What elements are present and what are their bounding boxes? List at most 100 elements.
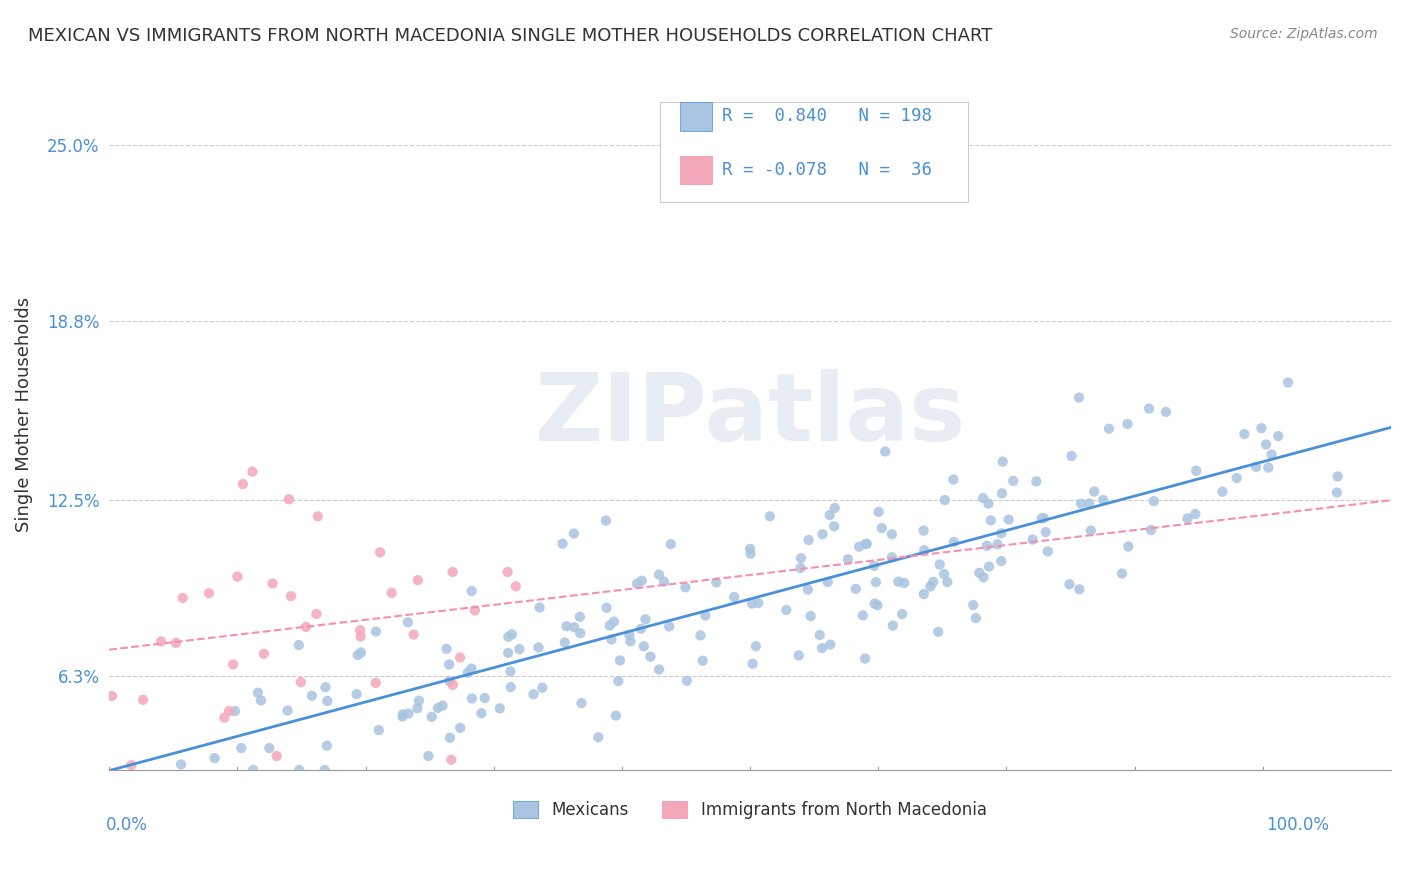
Point [891,607,914,621]
Point [474,691,496,706]
Legend: Mexicans, Immigrants from North Macedonia: Mexicans, Immigrants from North Macedoni… [506,794,994,826]
Point [837,552,859,566]
Point [1031,511,1053,525]
Point [461,691,484,706]
Point [745,639,768,653]
Point [600,632,623,647]
Point [522,687,544,701]
Point [965,611,987,625]
Point [1118,540,1140,554]
Point [741,597,763,611]
Point [460,662,482,676]
Point [599,618,621,632]
Point [659,537,682,551]
Point [527,640,550,655]
Point [1069,582,1091,597]
Point [426,701,449,715]
Point [991,486,1014,500]
Point [692,654,714,668]
Point [165,636,187,650]
Point [740,541,762,556]
Point [204,751,226,765]
Point [402,627,425,641]
Point [406,701,429,715]
Text: Source: ZipAtlas.com: Source: ZipAtlas.com [1230,27,1378,41]
Point [630,622,652,636]
Point [870,521,893,535]
Point [1025,475,1047,489]
Point [368,545,391,559]
Point [464,603,486,617]
Point [276,704,298,718]
Point [346,648,368,662]
Point [631,574,654,588]
Point [1267,429,1289,443]
Point [457,665,479,680]
Point [1098,422,1121,436]
Point [823,519,845,533]
Point [882,618,904,632]
Point [1211,484,1233,499]
Point [250,693,273,707]
Point [420,710,443,724]
Point [1250,421,1272,435]
Point [1021,533,1043,547]
Point [232,477,254,491]
Point [1002,474,1025,488]
Point [315,739,337,753]
Point [990,526,1012,541]
Point [555,619,578,633]
Point [224,704,246,718]
Point [789,561,811,575]
Point [920,579,942,593]
Point [759,509,782,524]
Point [1035,525,1057,540]
Point [1226,471,1249,485]
Point [396,615,419,630]
Point [266,749,288,764]
Point [675,580,697,594]
Point [1036,544,1059,558]
Point [747,596,769,610]
Point [350,630,373,644]
Point [852,608,875,623]
Point [1233,427,1256,442]
Point [499,680,522,694]
Point [214,711,236,725]
Text: R =  0.840   N = 198: R = 0.840 N = 198 [721,107,932,126]
Point [652,574,675,589]
Point [364,676,387,690]
Point [775,603,797,617]
Point [1080,524,1102,538]
Point [811,641,834,656]
Point [529,600,551,615]
Point [689,628,711,642]
Point [976,539,998,553]
Point [418,748,440,763]
Point [987,537,1010,551]
Point [595,514,617,528]
Point [912,587,935,601]
Point [437,657,460,672]
Point [603,615,626,629]
Point [1177,511,1199,525]
Point [619,634,641,648]
Point [449,650,471,665]
Point [863,597,886,611]
Point [441,565,464,579]
Point [969,566,991,580]
Point [818,508,841,523]
Point [101,689,124,703]
Point [932,567,955,582]
Point [605,708,627,723]
Point [346,687,368,701]
Point [977,497,1000,511]
Point [1060,449,1083,463]
Point [288,763,311,777]
Point [990,554,1012,568]
Point [1244,459,1267,474]
Point [562,620,585,634]
Point [198,586,221,600]
Point [855,537,877,551]
Point [868,505,890,519]
